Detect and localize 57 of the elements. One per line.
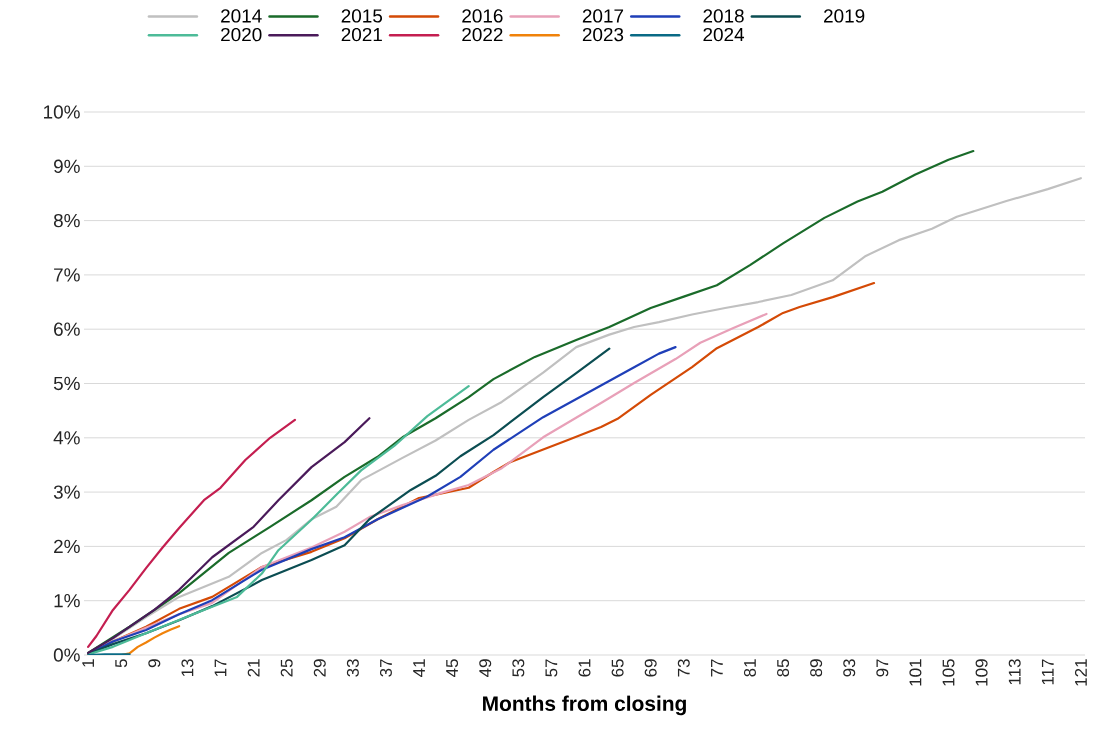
x-tick-label: 81 [743, 659, 756, 677]
legend-label: 2019 [824, 9, 865, 23]
x-tick-label: 53 [512, 659, 525, 677]
x-tick-label: 17 [214, 659, 227, 677]
y-tick-label: 9% [54, 159, 80, 173]
y-tick-label: 2% [54, 539, 80, 554]
legend-label: 2014 [221, 9, 262, 23]
x-tick-label: 1 [82, 659, 94, 667]
y-tick-label: 5% [53, 376, 80, 391]
legend-label: 2021 [341, 27, 382, 42]
x-tick-label: 13 [181, 659, 194, 677]
x-tick-label: 113 [1008, 659, 1021, 685]
y-tick-label: 8% [53, 213, 80, 228]
x-tick-label: 101 [909, 659, 922, 686]
x-tick-label: 49 [479, 659, 492, 677]
x-tick-label: 77 [711, 659, 723, 677]
x-tick-label: 57 [545, 659, 558, 677]
line-series [87, 385, 470, 655]
x-tick-label: 25 [280, 659, 293, 677]
legend-label: 2015 [341, 9, 383, 23]
x-tick-label: 45 [446, 659, 459, 677]
x-tick-label: 9 [148, 659, 161, 668]
legend-label: 2018 [703, 9, 744, 23]
x-tick-label: 69 [644, 659, 657, 677]
y-tick-label: 3% [53, 485, 80, 499]
line-series [87, 418, 297, 648]
x-tick-label: 21 [247, 659, 260, 677]
y-tick-label: 6% [54, 322, 80, 336]
legend-label: 2022 [462, 27, 503, 42]
legend-label: 2017 [582, 9, 624, 23]
x-tick-label: 105 [942, 659, 955, 686]
x-tick-label: 121 [1074, 659, 1087, 686]
x-tick-label: 41 [413, 659, 425, 677]
x-tick-label: 97 [876, 659, 889, 677]
x-tick-label: 73 [677, 659, 690, 677]
x-tick-label: 5 [115, 659, 128, 668]
x-tick-label: 109 [975, 659, 988, 686]
legend-label: 2023 [582, 27, 624, 42]
line-series [87, 417, 371, 654]
legend-label: 2020 [221, 27, 262, 42]
y-tick-label: 10% [44, 105, 80, 119]
y-tick-label: 0% [53, 648, 80, 662]
x-tick-label: 93 [843, 659, 856, 677]
x-tick-label: 89 [810, 659, 823, 677]
x-axis-title: Months from closing [483, 695, 686, 716]
x-tick-label: 33 [346, 659, 359, 677]
x-tick-label: 65 [611, 659, 624, 677]
x-tick-label: 117 [1041, 659, 1054, 685]
x-tick-label: 37 [379, 659, 392, 677]
legend-label: 2016 [462, 9, 503, 23]
y-tick-label: 1% [54, 594, 80, 608]
legend-label: 2024 [703, 27, 745, 42]
x-tick-label: 61 [578, 659, 591, 677]
x-tick-label: 85 [777, 659, 790, 677]
x-tick-label: 29 [313, 659, 326, 677]
y-tick-label: 7% [54, 268, 80, 282]
y-tick-label: 4% [53, 431, 80, 445]
